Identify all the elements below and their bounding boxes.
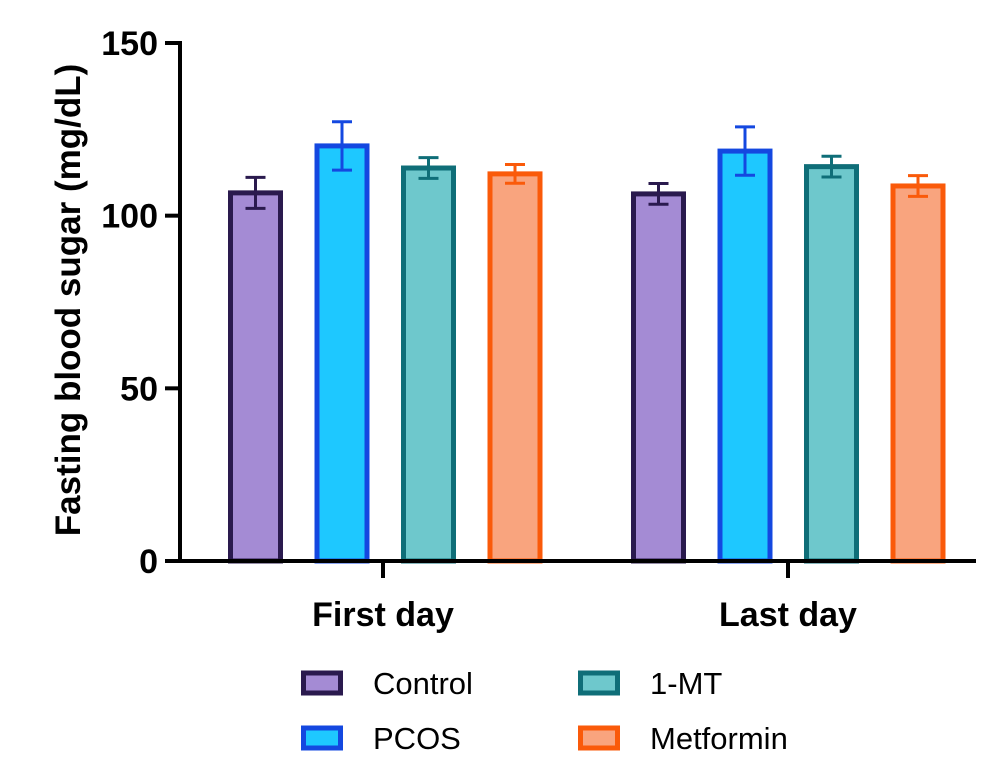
x-tick-label: Last day — [719, 596, 857, 634]
bar-metformin-0 — [487, 171, 543, 564]
y-ticks: 0 50 100 150 — [101, 25, 180, 581]
y-tick-label: 100 — [101, 198, 158, 236]
legend-swatch — [578, 725, 620, 751]
bar-control-0 — [228, 190, 283, 564]
legend-swatch — [578, 670, 620, 696]
legend-label: PCOS — [373, 721, 461, 756]
y-tick-label: 0 — [139, 543, 158, 581]
bar-pcos-1 — [717, 148, 773, 564]
error-bar-metformin-0 — [505, 163, 525, 185]
x-tick-label: First day — [312, 596, 454, 634]
error-bar-control-0 — [245, 175, 266, 210]
bar-control-1 — [631, 191, 686, 564]
legend: Control PCOS 1-MT Metformin — [301, 666, 788, 756]
bar-pcos-0 — [314, 143, 370, 564]
error-bar-pcos-0 — [332, 120, 352, 172]
bars-layer — [228, 120, 946, 564]
error-bar-control-1 — [648, 182, 669, 206]
error-bar-1-mt-1 — [821, 154, 842, 179]
legend-swatch — [301, 725, 343, 751]
error-bar-1-mt-0 — [418, 156, 439, 180]
x-ticks: First day Last day — [312, 561, 857, 634]
legend-label: Control — [373, 666, 473, 701]
legend-item-1-mt: 1-MT — [578, 666, 722, 701]
error-bar-metformin-1 — [908, 174, 928, 198]
legend-label: 1-MT — [650, 666, 722, 701]
y-tick-label: 50 — [120, 370, 158, 408]
y-axis-label: Fasting blood sugar (mg/dL) — [49, 64, 88, 536]
legend-swatch — [301, 670, 343, 696]
bar-1-mt-1 — [804, 164, 859, 564]
legend-item-pcos: PCOS — [301, 721, 461, 756]
legend-item-control: Control — [301, 666, 473, 701]
legend-item-metformin: Metformin — [578, 721, 788, 756]
error-bar-pcos-1 — [735, 125, 755, 177]
legend-label: Metformin — [650, 721, 788, 756]
bar-1-mt-0 — [401, 165, 456, 564]
bar-metformin-1 — [890, 183, 946, 564]
y-tick-label: 150 — [101, 25, 158, 63]
